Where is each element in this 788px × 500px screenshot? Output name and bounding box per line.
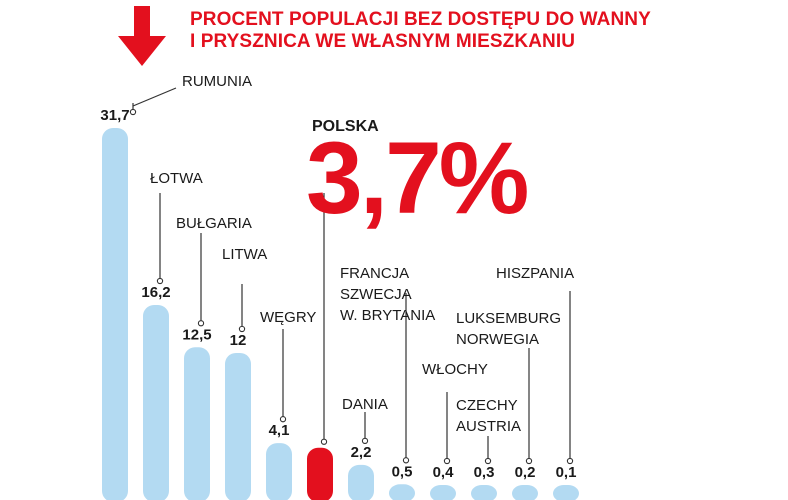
leader-dot (443, 457, 451, 465)
country-label: RUMUNIA (182, 73, 252, 90)
highlight-value: 3,7% (306, 121, 529, 235)
value-label: 0,3 (474, 464, 495, 481)
bar (430, 485, 456, 500)
country-label: ŁOTWA (150, 170, 203, 187)
country-label: LITWA (222, 246, 267, 263)
leader-dot (525, 457, 533, 465)
country-label: FRANCJA (340, 265, 409, 282)
bar (307, 447, 333, 500)
bar (512, 485, 538, 500)
value-label: 0,4 (433, 464, 455, 481)
value-label: 12,5 (182, 326, 211, 343)
value-label: 12 (230, 332, 247, 349)
leader-dot (156, 277, 164, 285)
leader-dot (197, 320, 205, 327)
bar (389, 484, 415, 500)
country-label: W. BRYTANIA (340, 307, 435, 324)
leader-dot (320, 438, 328, 445)
value-label: 4,1 (269, 422, 290, 439)
country-label: BUŁGARIA (176, 215, 252, 232)
country-label: LUKSEMBURG (456, 310, 561, 327)
leader-line (132, 87, 177, 107)
value-label: 0,2 (515, 464, 536, 481)
chart-title-line-1: PROCENT POPULACJI BEZ DOSTĘPU DO WANNY (190, 9, 651, 30)
country-label: WŁOCHY (422, 361, 488, 378)
country-label: DANIA (342, 396, 388, 413)
country-label: NORWEGIA (456, 331, 539, 348)
country-label: HISZPANIA (496, 265, 574, 282)
leader-dot (129, 108, 137, 116)
leader-dot (279, 416, 287, 423)
bar (266, 443, 292, 500)
bar (225, 352, 251, 500)
country-label: WĘGRY (260, 309, 316, 326)
bar (143, 305, 169, 500)
chart-title-line-2: I PRYSZNICA WE WŁASNYM MIESZKANIU (190, 31, 576, 52)
country-label: SZWECJA (340, 286, 412, 303)
down-arrow-icon (118, 6, 166, 66)
value-label: 16,2 (141, 284, 170, 301)
leader-dot (566, 457, 574, 465)
leader-dot (484, 457, 492, 465)
bar (102, 128, 128, 500)
bar (184, 347, 210, 500)
chart-marks: 31,7 RUMUNIA 16,2 ŁOTWA 12,5 BUŁGARIA 12 LITWA 4… (100, 73, 579, 500)
bar (553, 485, 579, 500)
bar (471, 485, 497, 500)
value-label: 31,7 (100, 107, 129, 124)
highlight-country-label: POLSKA (312, 118, 379, 135)
country-label: CZECHY (456, 397, 518, 414)
leader-dot (238, 325, 246, 333)
value-label: 0,1 (556, 464, 577, 481)
value-label: 0,5 (392, 463, 413, 480)
bar (348, 464, 374, 500)
leader-dot (361, 437, 369, 445)
value-label: 2,2 (351, 444, 372, 461)
leader-dot (402, 457, 410, 464)
country-label: AUSTRIA (456, 418, 521, 435)
